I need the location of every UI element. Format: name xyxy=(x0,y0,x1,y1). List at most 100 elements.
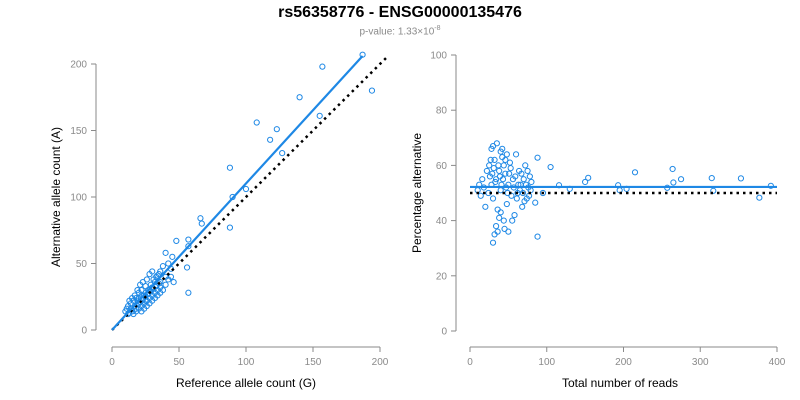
data-point xyxy=(489,170,496,177)
data-point xyxy=(253,119,260,126)
data-point xyxy=(497,209,504,216)
y-tick-label: 60 xyxy=(436,161,448,172)
data-point xyxy=(756,194,763,201)
data-point xyxy=(162,281,169,288)
x-tick-label: 0 xyxy=(109,357,115,368)
data-point xyxy=(737,175,745,182)
data-point xyxy=(521,198,528,205)
data-point xyxy=(492,223,500,230)
y-tick-label: 80 xyxy=(436,106,448,117)
data-point xyxy=(173,237,180,244)
data-point xyxy=(165,260,172,267)
panel-2: 0 100 200 300 400 0 20 40 60 80 100 Total number of… xyxy=(410,51,786,391)
x-tick-label: 400 xyxy=(769,357,786,368)
data-point xyxy=(670,179,677,186)
panel-1: 0 50 100 150 200 0 50 100 150 200 Reference allele… xyxy=(49,51,389,390)
data-point xyxy=(489,195,497,202)
data-point xyxy=(520,176,527,183)
data-point xyxy=(169,253,176,260)
data-point xyxy=(155,280,162,287)
data-point xyxy=(539,189,547,197)
data-point xyxy=(507,165,514,172)
y-tick-label: 0 xyxy=(81,326,87,337)
data-point xyxy=(494,228,501,235)
data-point xyxy=(131,292,138,299)
data-point xyxy=(479,176,486,183)
data-point xyxy=(316,112,323,119)
y-axis-label: Alternative allele count (A) xyxy=(49,127,63,267)
data-point xyxy=(197,215,204,222)
data-point xyxy=(767,182,774,189)
data-point xyxy=(497,148,504,155)
data-point xyxy=(524,167,531,175)
data-point xyxy=(534,154,541,161)
y-tick-label: 50 xyxy=(76,259,88,270)
data-point xyxy=(503,151,510,158)
data-point xyxy=(677,176,685,183)
data-point xyxy=(145,287,152,294)
data-point xyxy=(500,162,507,169)
data-point xyxy=(503,200,510,208)
data-point xyxy=(500,217,507,224)
data-point xyxy=(528,178,535,186)
subtitle-exponent: -8 xyxy=(434,25,441,32)
data-point xyxy=(506,170,513,177)
data-point xyxy=(502,156,509,163)
data-point xyxy=(493,140,500,147)
data-point xyxy=(185,236,192,243)
data-point xyxy=(526,173,533,180)
data-point xyxy=(170,279,177,286)
data-point xyxy=(226,164,234,171)
data-point xyxy=(491,156,498,163)
y-tick-label: 200 xyxy=(70,60,87,71)
data-point xyxy=(226,224,234,231)
data-point xyxy=(139,279,146,286)
data-point xyxy=(631,169,639,176)
x-tick-label: 100 xyxy=(538,357,555,368)
y-tick-label: 20 xyxy=(436,271,448,282)
x-tick-label: 100 xyxy=(238,357,255,368)
data-point xyxy=(708,174,715,182)
data-point xyxy=(512,173,519,180)
data-point xyxy=(273,126,280,133)
data-point xyxy=(487,156,494,163)
data-point xyxy=(242,185,250,193)
data-point xyxy=(522,162,529,169)
subtitle-text: p-value: 1.33×10 xyxy=(359,26,435,38)
data-point xyxy=(669,165,676,173)
data-point xyxy=(167,273,175,280)
data-point xyxy=(185,243,192,250)
chart-title: rs56358776 - ENSG00000135476 xyxy=(278,4,522,21)
data-point xyxy=(183,264,191,271)
x-tick-label: 200 xyxy=(615,357,632,368)
data-point xyxy=(296,94,303,101)
y-tick-label: 40 xyxy=(436,216,448,227)
data-point xyxy=(492,178,499,186)
x-axis-label: Total number of reads xyxy=(562,376,678,390)
y-tick-label: 150 xyxy=(70,126,87,137)
x-tick-label: 300 xyxy=(692,357,709,368)
x-tick-label: 50 xyxy=(173,357,185,368)
data-point xyxy=(582,178,589,186)
data-point xyxy=(547,163,554,171)
data-point xyxy=(134,287,141,294)
y-tick-label: 100 xyxy=(430,51,447,62)
y-axis-label: Percentage alternative xyxy=(410,133,424,253)
data-point xyxy=(511,211,518,219)
fit-line xyxy=(111,55,364,331)
data-point xyxy=(319,63,326,70)
data-point xyxy=(518,170,525,177)
reference-line xyxy=(111,56,388,331)
data-point xyxy=(499,176,507,183)
data-point xyxy=(159,287,167,294)
data-point xyxy=(509,217,516,224)
x-tick-label: 200 xyxy=(372,357,389,368)
data-point xyxy=(505,228,512,235)
data-point xyxy=(279,150,286,157)
data-point xyxy=(198,220,205,227)
data-point xyxy=(267,136,274,143)
y-tick-label: 0 xyxy=(441,327,447,338)
data-point xyxy=(486,162,493,169)
data-point xyxy=(502,170,509,177)
